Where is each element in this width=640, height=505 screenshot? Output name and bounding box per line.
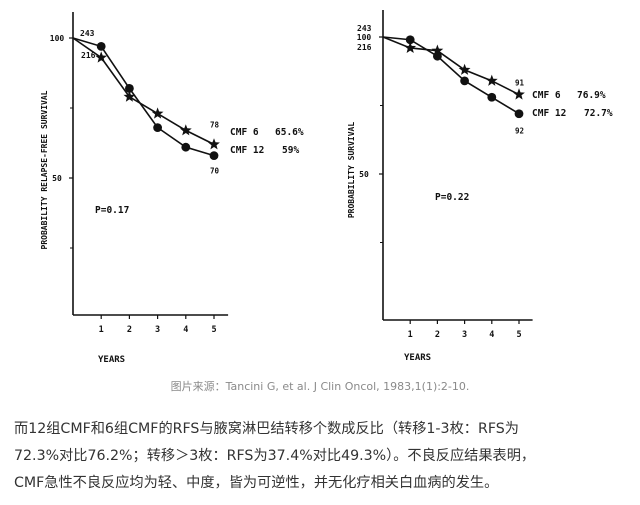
circle-marker bbox=[460, 76, 469, 86]
figure-caption: 图片来源：Tancini G, et al. J Clin Oncol, 198… bbox=[170, 380, 470, 393]
end-n-label: 91 bbox=[515, 79, 525, 88]
star-marker bbox=[513, 88, 525, 100]
series-line-cmf6 bbox=[382, 36, 520, 96]
x-tick-label: 5 bbox=[211, 325, 216, 335]
p-value: P=0.22 bbox=[435, 192, 469, 203]
circle-marker bbox=[124, 84, 134, 93]
body-paragraph: 而12组CMF和6组CMF的RFS与腋窝淋巴结转移个数成反比（转移1-3枚：RF… bbox=[14, 416, 626, 497]
legend-pct: 65.6% bbox=[275, 127, 304, 138]
star-marker bbox=[431, 44, 444, 56]
p-value: P=0.17 bbox=[95, 205, 129, 216]
series-line-cmf6 bbox=[72, 37, 215, 146]
start-n-label: 216 bbox=[81, 51, 96, 60]
y-tick-label: 100 bbox=[357, 33, 372, 42]
start-n-label: 243 bbox=[80, 29, 95, 38]
circle-marker bbox=[514, 109, 524, 119]
circle-marker bbox=[487, 92, 497, 102]
circle-marker bbox=[433, 51, 442, 61]
series-line-cmf12 bbox=[382, 36, 520, 115]
x-tick-label: 1 bbox=[408, 330, 413, 340]
circle-marker bbox=[405, 35, 415, 45]
star-marker bbox=[151, 107, 164, 119]
star-marker bbox=[179, 124, 192, 136]
x-tick-label: 1 bbox=[99, 325, 104, 335]
y-axis-label: PROBABILITY RELAPSE-FREE SURVIVAL bbox=[40, 90, 49, 249]
series-line-cmf12 bbox=[72, 37, 215, 157]
y-tick-label: 50 bbox=[52, 174, 62, 183]
end-n-label: 78 bbox=[210, 120, 220, 129]
circle-marker bbox=[209, 151, 219, 161]
legend-name: CMF 12 bbox=[230, 145, 264, 156]
x-tick-label: 4 bbox=[489, 330, 494, 340]
x-tick-label: 2 bbox=[127, 325, 132, 335]
circle-marker bbox=[153, 123, 163, 132]
x-axis-label: YEARS bbox=[404, 353, 431, 363]
survival-charts: 100 50 1 2 3 4 5 YEARS PROBABILITY RELAPSE-FREE … bbox=[40, 10, 613, 365]
end-n-label: 92 bbox=[515, 127, 524, 136]
y-axis-label: PROBABILITY SURVIVAL bbox=[347, 122, 356, 219]
x-tick-label: 2 bbox=[435, 330, 440, 340]
star-marker bbox=[208, 138, 220, 150]
legend-pct: 72.7% bbox=[584, 108, 613, 119]
star-marker bbox=[95, 51, 108, 63]
y-tick-label: 100 bbox=[50, 34, 65, 43]
legend-pct: 59% bbox=[282, 145, 299, 156]
x-tick-label: 3 bbox=[462, 330, 467, 340]
circle-marker bbox=[96, 42, 106, 51]
legend-name: CMF 6 bbox=[230, 127, 259, 138]
paragraph-line: 72.3%对比76.2%；转移＞3枚：RFS为37.4%对比49.3%）。不良反… bbox=[14, 448, 536, 464]
paragraph-line: 而12组CMF和6组CMF的RFS与腋窝淋巴结转移个数成反比（转移1-3枚：RF… bbox=[14, 421, 519, 437]
star-marker bbox=[458, 63, 471, 75]
x-tick-label: 3 bbox=[155, 325, 160, 335]
star-marker bbox=[485, 74, 498, 86]
paragraph-line: CMF急性不良反应均为轻、中度，皆为可逆性，并无化疗相关白血病的发生。 bbox=[14, 475, 499, 491]
star-marker bbox=[404, 41, 417, 53]
x-axis-label: YEARS bbox=[98, 355, 125, 365]
end-n-label: 70 bbox=[210, 167, 220, 176]
x-tick-label: 4 bbox=[183, 325, 188, 335]
figure: 100 50 1 2 3 4 5 YEARS PROBABILITY RELAPSE-FREE … bbox=[40, 10, 613, 365]
circle-marker bbox=[181, 142, 191, 152]
legend-name: CMF 12 bbox=[532, 108, 566, 119]
x-tick-label: 5 bbox=[516, 330, 521, 340]
start-n-label: 216 bbox=[357, 43, 372, 52]
star-marker bbox=[123, 90, 136, 102]
start-n-label: 243 bbox=[357, 24, 372, 33]
legend-pct: 76.9% bbox=[577, 90, 606, 101]
y-tick-label: 50 bbox=[359, 170, 369, 179]
legend-name: CMF 6 bbox=[532, 90, 561, 101]
